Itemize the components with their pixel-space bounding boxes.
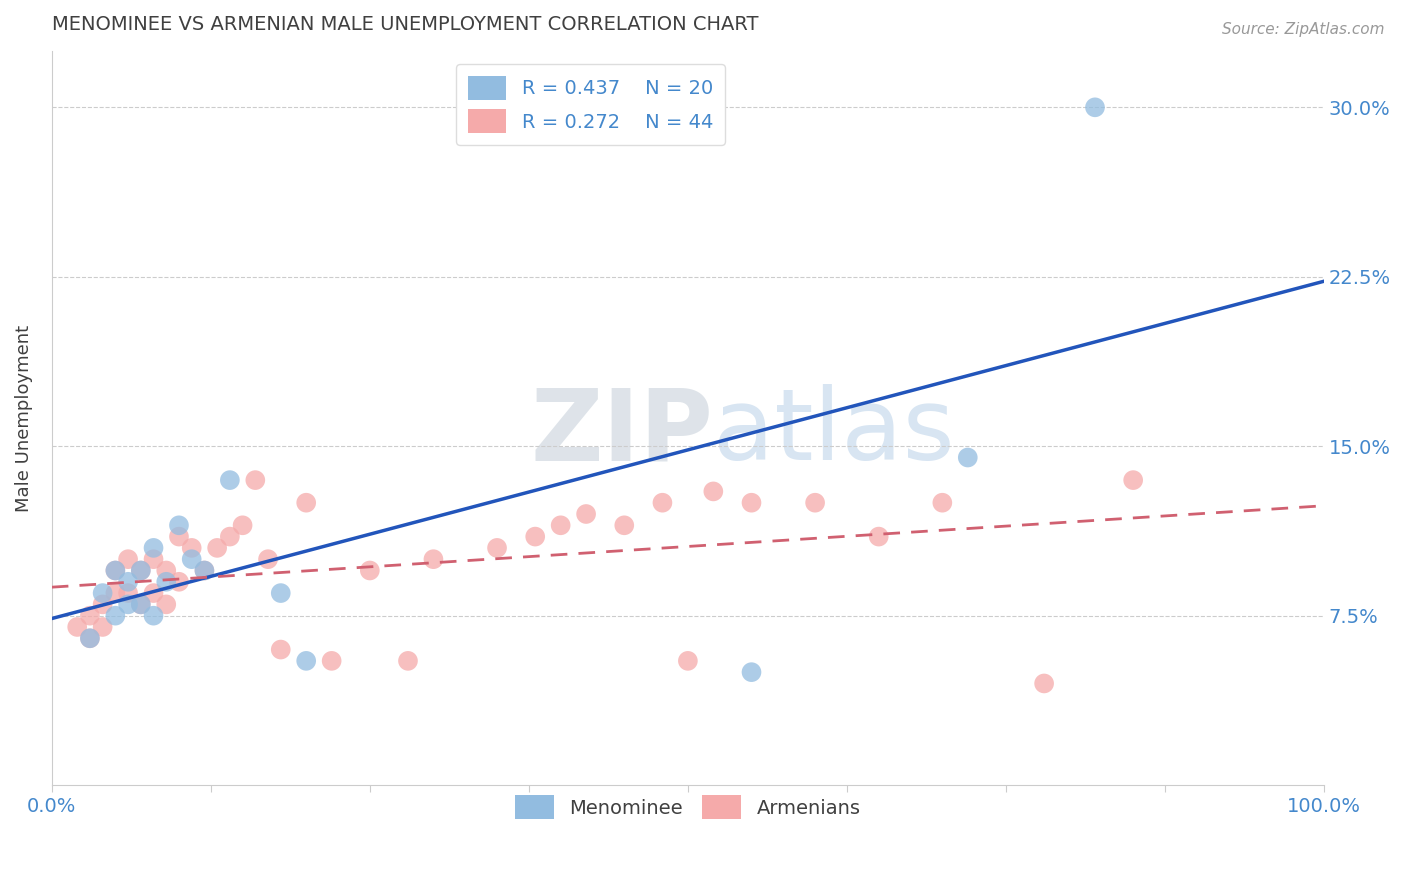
- Point: [129, 564, 152, 578]
- Point: [180, 552, 202, 566]
- Point: [205, 541, 228, 555]
- Point: [550, 518, 572, 533]
- Point: [613, 518, 636, 533]
- Point: [524, 530, 547, 544]
- Point: [422, 552, 444, 566]
- Point: [575, 507, 598, 521]
- Point: [167, 518, 190, 533]
- Point: [79, 632, 101, 646]
- Point: [79, 632, 101, 646]
- Point: [396, 654, 419, 668]
- Text: Source: ZipAtlas.com: Source: ZipAtlas.com: [1222, 22, 1385, 37]
- Point: [155, 598, 177, 612]
- Point: [1122, 473, 1144, 487]
- Point: [104, 608, 127, 623]
- Point: [1084, 100, 1107, 114]
- Point: [804, 496, 827, 510]
- Point: [129, 598, 152, 612]
- Point: [142, 586, 165, 600]
- Point: [359, 564, 381, 578]
- Point: [931, 496, 953, 510]
- Point: [117, 598, 139, 612]
- Point: [142, 608, 165, 623]
- Point: [651, 496, 673, 510]
- Point: [91, 586, 114, 600]
- Point: [740, 496, 762, 510]
- Point: [142, 552, 165, 566]
- Point: [702, 484, 724, 499]
- Legend: Menominee, Armenians: Menominee, Armenians: [508, 788, 869, 827]
- Point: [117, 574, 139, 589]
- Text: ZIP: ZIP: [530, 384, 713, 481]
- Text: MENOMINEE VS ARMENIAN MALE UNEMPLOYMENT CORRELATION CHART: MENOMINEE VS ARMENIAN MALE UNEMPLOYMENT …: [52, 15, 758, 34]
- Point: [79, 608, 101, 623]
- Point: [740, 665, 762, 680]
- Point: [117, 586, 139, 600]
- Y-axis label: Male Unemployment: Male Unemployment: [15, 325, 32, 511]
- Point: [868, 530, 890, 544]
- Point: [218, 473, 240, 487]
- Point: [66, 620, 89, 634]
- Text: atlas: atlas: [713, 384, 955, 481]
- Point: [91, 598, 114, 612]
- Point: [270, 642, 292, 657]
- Point: [245, 473, 267, 487]
- Point: [193, 564, 215, 578]
- Point: [295, 654, 318, 668]
- Point: [155, 574, 177, 589]
- Point: [91, 620, 114, 634]
- Point: [104, 564, 127, 578]
- Point: [155, 564, 177, 578]
- Point: [193, 564, 215, 578]
- Point: [180, 541, 202, 555]
- Point: [167, 530, 190, 544]
- Point: [129, 598, 152, 612]
- Point: [956, 450, 979, 465]
- Point: [486, 541, 509, 555]
- Point: [257, 552, 280, 566]
- Point: [270, 586, 292, 600]
- Point: [295, 496, 318, 510]
- Point: [676, 654, 699, 668]
- Point: [104, 564, 127, 578]
- Point: [167, 574, 190, 589]
- Point: [104, 586, 127, 600]
- Point: [142, 541, 165, 555]
- Point: [232, 518, 254, 533]
- Point: [1033, 676, 1056, 690]
- Point: [321, 654, 343, 668]
- Point: [117, 552, 139, 566]
- Point: [218, 530, 240, 544]
- Point: [129, 564, 152, 578]
